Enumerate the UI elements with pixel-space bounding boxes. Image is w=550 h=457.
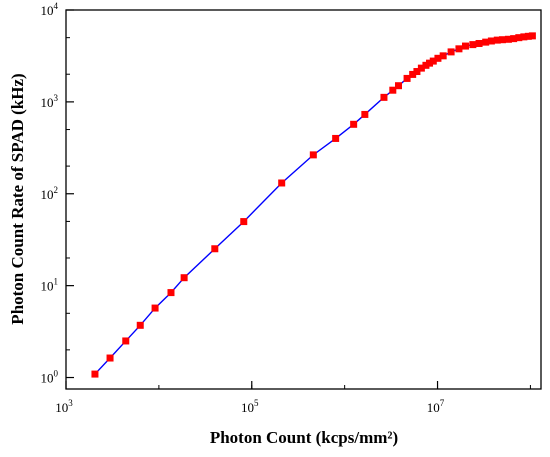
data-point <box>504 35 512 43</box>
y-tick-label: 104 <box>41 1 59 18</box>
data-point <box>417 64 425 72</box>
data-point <box>151 304 159 312</box>
data-point <box>528 32 536 40</box>
data-point <box>475 39 483 47</box>
data-point <box>361 110 369 118</box>
data-point <box>422 61 430 69</box>
data-point <box>180 274 188 282</box>
data-point <box>426 59 434 67</box>
x-axis-title: Photon Count (kcps/mm²) <box>210 428 398 447</box>
y-tick-label: 100 <box>41 369 59 386</box>
data-point <box>461 42 469 50</box>
data-point <box>487 37 495 45</box>
x-tick-label: 107 <box>427 398 445 415</box>
data-point <box>482 38 490 46</box>
marks-layer <box>91 32 536 378</box>
data-point <box>493 36 501 44</box>
data-point <box>211 245 219 253</box>
data-point <box>395 82 403 90</box>
data-point <box>469 41 477 49</box>
plot-frame <box>65 9 542 390</box>
data-point <box>350 120 358 128</box>
data-point <box>136 321 144 329</box>
data-point <box>309 151 317 159</box>
data-point <box>91 370 99 378</box>
data-point <box>434 54 442 62</box>
data-point <box>403 74 411 82</box>
x-tick-label: 103 <box>55 398 73 415</box>
data-point <box>498 36 506 44</box>
data-point <box>380 93 388 101</box>
data-point <box>515 34 523 42</box>
data-point <box>122 337 130 345</box>
data-point <box>389 86 397 94</box>
data-point <box>510 35 518 43</box>
y-tick-label: 103 <box>41 93 59 110</box>
data-point <box>447 48 455 56</box>
series-line <box>94 35 533 375</box>
y-axis-title: Photon Count Rate of SPAD (kHz) <box>8 73 27 324</box>
data-point <box>278 179 286 187</box>
data-point <box>439 52 447 60</box>
data-point <box>455 45 463 53</box>
data-point <box>524 32 532 40</box>
data-point <box>520 33 528 41</box>
data-point <box>332 134 340 142</box>
data-point <box>429 57 437 65</box>
data-point <box>409 70 417 78</box>
data-point <box>240 218 248 226</box>
x-tick-label: 105 <box>241 398 259 415</box>
data-point <box>106 354 114 362</box>
data-point <box>413 68 421 76</box>
y-tick-label: 102 <box>41 185 59 202</box>
data-point <box>167 289 175 297</box>
y-tick-label: 101 <box>41 277 59 294</box>
